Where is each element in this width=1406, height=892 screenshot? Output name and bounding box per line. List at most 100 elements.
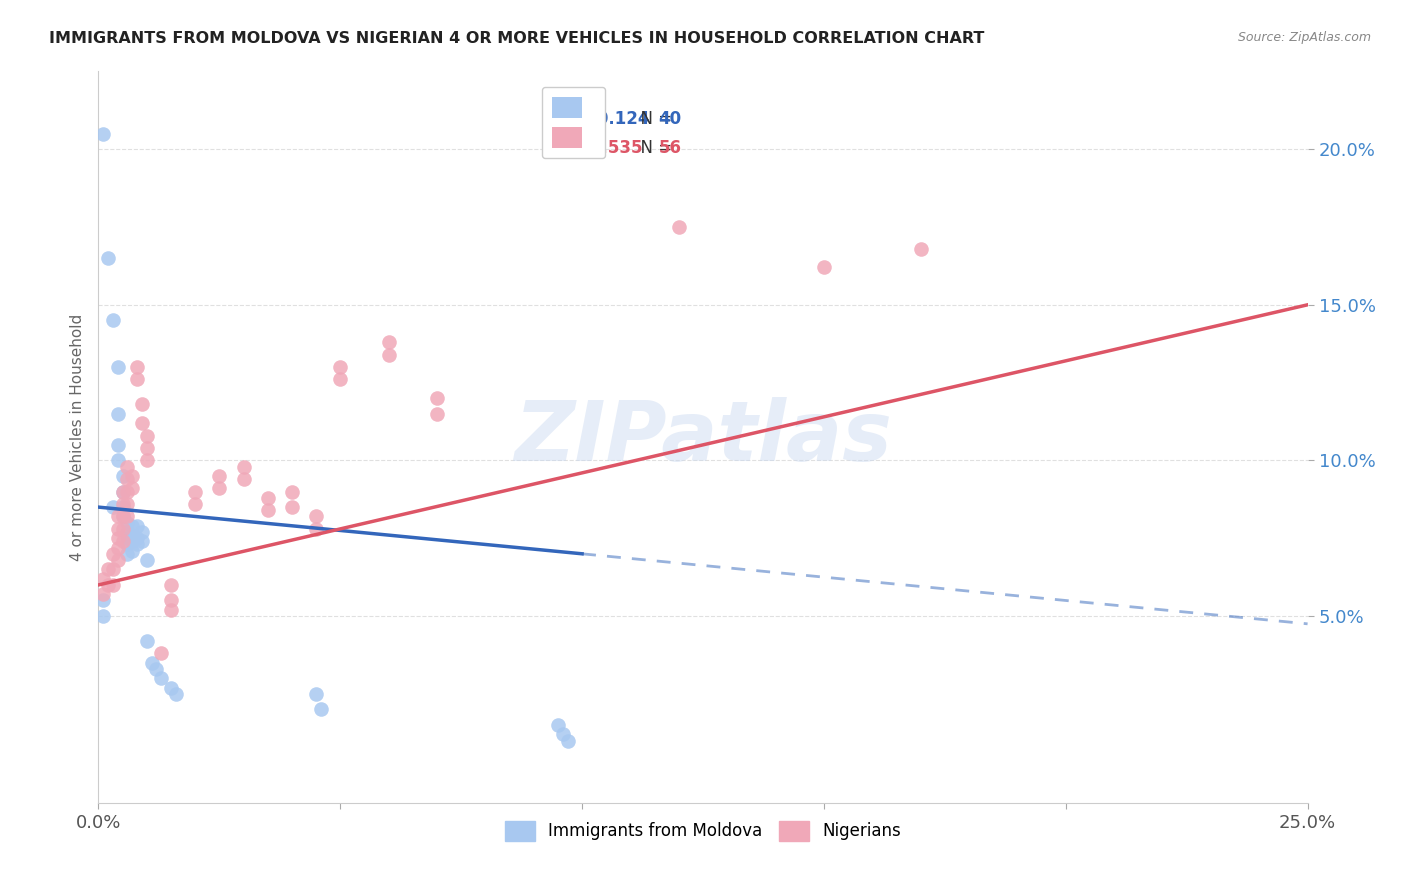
Point [97, 578, 120, 592]
Point [111, 500, 134, 515]
Point [117, 537, 139, 551]
Point [111, 469, 134, 483]
Text: 0.535: 0.535 [591, 139, 643, 157]
Point [121, 534, 143, 549]
Point [121, 543, 143, 558]
Point [127, 537, 149, 551]
Point [184, 497, 207, 511]
Point [135, 453, 157, 467]
Point [281, 500, 304, 515]
Point [111, 497, 134, 511]
Point [97, 562, 120, 576]
Point [557, 733, 579, 747]
Point [131, 534, 153, 549]
Text: -0.124: -0.124 [591, 110, 650, 128]
Point [117, 531, 139, 545]
Point [101, 547, 124, 561]
Point [547, 718, 569, 732]
Legend: Immigrants from Moldova, Nigerians: Immigrants from Moldova, Nigerians [496, 813, 910, 849]
Point [309, 702, 332, 716]
Point [107, 509, 129, 524]
Text: N =: N = [630, 139, 678, 157]
Point [160, 681, 183, 695]
Point [305, 687, 328, 701]
Point [232, 459, 254, 474]
Point [305, 522, 328, 536]
Point [107, 553, 129, 567]
Point [91, 127, 114, 141]
Point [131, 524, 153, 539]
Point [117, 516, 139, 530]
Point [256, 491, 278, 505]
Point [107, 522, 129, 536]
Point [165, 687, 187, 701]
Point [121, 469, 143, 483]
Point [111, 509, 134, 524]
Point [141, 656, 163, 670]
Point [281, 484, 304, 499]
Point [127, 359, 149, 374]
Point [111, 484, 134, 499]
Point [91, 572, 114, 586]
Point [329, 359, 352, 374]
Point [121, 518, 143, 533]
Point [256, 503, 278, 517]
Point [107, 359, 129, 374]
Point [551, 727, 574, 741]
Point [160, 593, 183, 607]
Point [135, 441, 157, 455]
Point [135, 428, 157, 442]
Point [131, 416, 153, 430]
Y-axis label: 4 or more Vehicles in Household: 4 or more Vehicles in Household [69, 313, 84, 561]
Point [135, 553, 157, 567]
Point [101, 313, 124, 327]
Text: 40: 40 [658, 110, 682, 128]
Point [208, 469, 231, 483]
Text: IMMIGRANTS FROM MOLDOVA VS NIGERIAN 4 OR MORE VEHICLES IN HOUSEHOLD CORRELATION : IMMIGRANTS FROM MOLDOVA VS NIGERIAN 4 OR… [49, 31, 984, 46]
Point [117, 472, 139, 486]
Point [145, 662, 167, 676]
Point [208, 482, 231, 496]
Point [150, 671, 173, 685]
Point [111, 509, 134, 524]
Text: R =: R = [551, 139, 588, 157]
Point [121, 482, 143, 496]
Point [107, 438, 129, 452]
Point [184, 484, 207, 499]
Point [111, 484, 134, 499]
Point [131, 397, 153, 411]
Point [813, 260, 835, 275]
Point [117, 524, 139, 539]
Point [117, 497, 139, 511]
Point [117, 484, 139, 499]
Point [97, 251, 120, 265]
Point [232, 472, 254, 486]
Point [107, 531, 129, 545]
Point [135, 634, 157, 648]
Point [107, 541, 129, 555]
Text: 56: 56 [658, 139, 682, 157]
Point [117, 459, 139, 474]
Text: Source: ZipAtlas.com: Source: ZipAtlas.com [1237, 31, 1371, 45]
Point [127, 518, 149, 533]
Point [101, 578, 124, 592]
Point [91, 593, 114, 607]
Point [426, 391, 449, 405]
Point [127, 372, 149, 386]
Point [160, 603, 183, 617]
Point [101, 500, 124, 515]
Point [127, 531, 149, 545]
Point [305, 509, 328, 524]
Point [107, 407, 129, 421]
Point [91, 609, 114, 624]
Point [910, 242, 932, 256]
Point [668, 219, 690, 234]
Point [91, 587, 114, 601]
Point [117, 509, 139, 524]
Text: R =: R = [551, 110, 588, 128]
Point [426, 407, 449, 421]
Point [160, 578, 183, 592]
Point [101, 562, 124, 576]
Point [377, 348, 399, 362]
Point [377, 335, 399, 350]
